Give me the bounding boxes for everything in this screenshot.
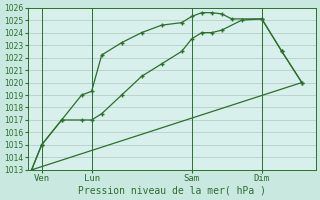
X-axis label: Pression niveau de la mer( hPa ): Pression niveau de la mer( hPa ) xyxy=(78,186,266,196)
